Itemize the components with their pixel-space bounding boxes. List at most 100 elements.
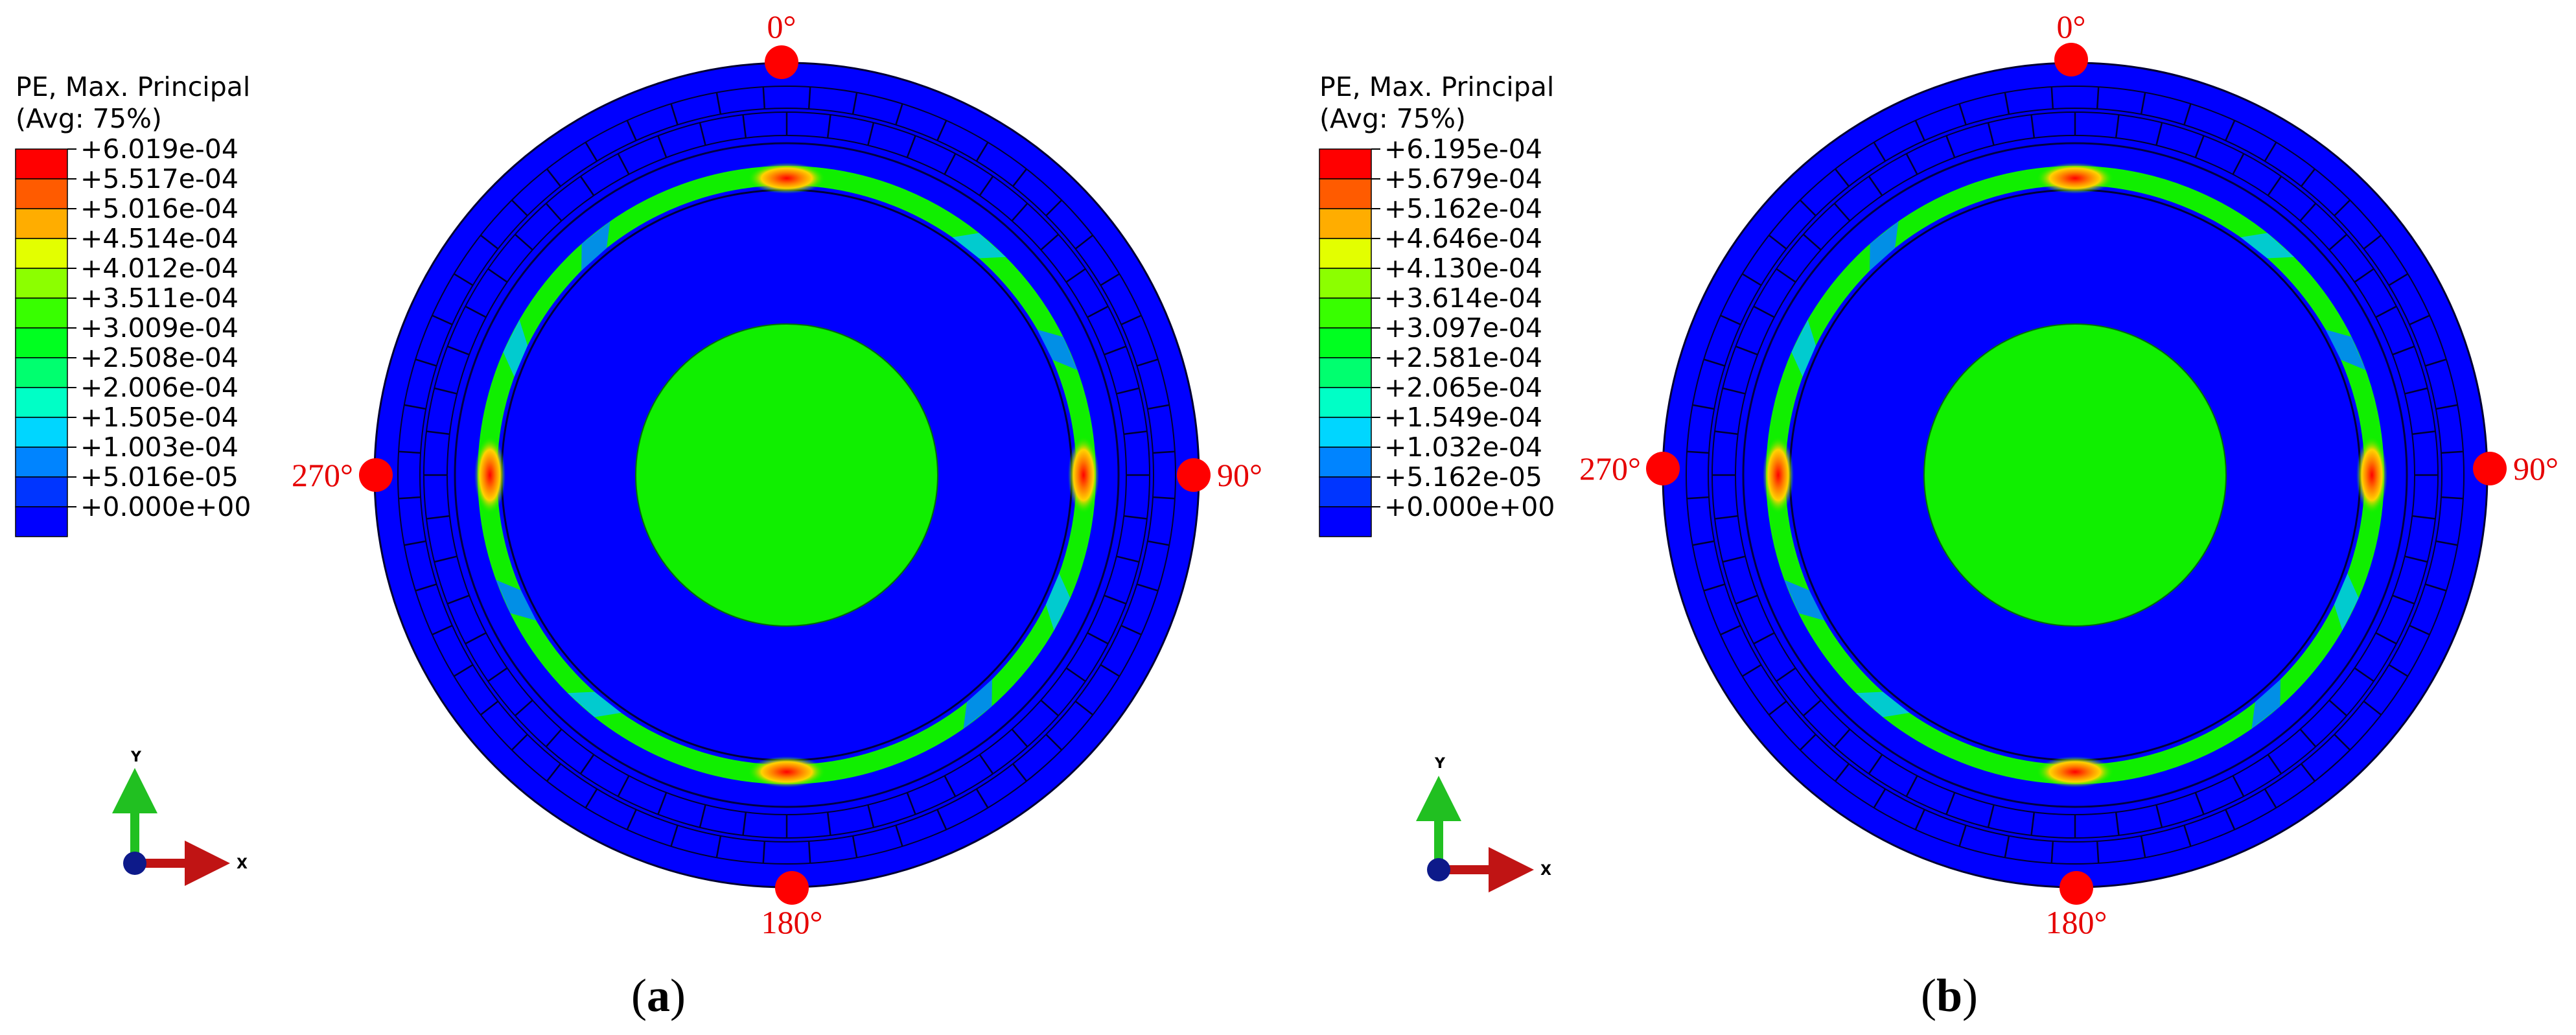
lining-joint bbox=[1692, 404, 1715, 410]
lining-joint bbox=[2425, 583, 2447, 592]
lining-joint bbox=[1834, 168, 1850, 187]
lining-joint bbox=[1987, 804, 1995, 828]
legend-value: +0.000e+00 bbox=[1384, 491, 1555, 522]
lining-joint bbox=[2232, 153, 2245, 175]
lining-joint bbox=[2388, 664, 2409, 677]
legend-swatch bbox=[1319, 417, 1372, 448]
lining-joint bbox=[1714, 515, 1738, 520]
legend-value: +3.614e-04 bbox=[1384, 283, 1542, 314]
legend-value: +4.012e-04 bbox=[80, 253, 238, 284]
legend-swatch bbox=[15, 506, 68, 537]
lining-joint bbox=[546, 763, 561, 782]
legend-value: +5.016e-04 bbox=[80, 193, 238, 224]
lining-joint bbox=[1147, 404, 1170, 410]
lining-joint bbox=[2435, 404, 2458, 410]
band-low-strain-patches bbox=[1784, 221, 2366, 729]
angle-label-270: 270° bbox=[292, 457, 353, 493]
lining-joint bbox=[585, 788, 598, 809]
lining-joint bbox=[1735, 594, 1758, 605]
lining-joint bbox=[1945, 135, 1956, 158]
lining-joint bbox=[2140, 92, 2146, 115]
legend-swatch bbox=[1319, 506, 1372, 537]
lining-joint bbox=[975, 788, 989, 809]
lining-joint bbox=[1833, 728, 1851, 747]
lining-joint bbox=[906, 135, 916, 158]
lining-joint bbox=[807, 87, 811, 110]
lining-joint bbox=[480, 234, 499, 250]
angle-label-90: 90° bbox=[2513, 450, 2559, 487]
band-patch bbox=[2334, 573, 2359, 631]
lining-joint bbox=[1753, 632, 1775, 645]
y-axis-label: Y bbox=[130, 749, 142, 765]
lining-joint bbox=[1753, 305, 1775, 318]
lining-joint bbox=[626, 120, 637, 141]
lining-joint bbox=[742, 114, 747, 138]
lining-joint bbox=[1776, 667, 1796, 682]
legend-swatch bbox=[1319, 238, 1372, 269]
lining-joint bbox=[1104, 345, 1127, 356]
lining-joint bbox=[1074, 701, 1094, 716]
hotspot-right bbox=[1068, 436, 1099, 514]
lining-joint bbox=[2301, 168, 2316, 187]
legend-value: +1.003e-04 bbox=[80, 432, 238, 463]
lining-joint bbox=[2050, 841, 2054, 863]
inner-boundary bbox=[454, 142, 1120, 808]
legend-swatch bbox=[15, 447, 68, 478]
lining-joint bbox=[2299, 203, 2317, 222]
legend-swatch bbox=[15, 476, 68, 507]
legend-subtitle: (Avg: 75%) bbox=[1319, 103, 1466, 134]
lining-joint bbox=[1803, 699, 1822, 717]
caption-a: (a) bbox=[631, 970, 686, 1021]
lining-joint bbox=[1687, 496, 1710, 500]
lining-ring bbox=[419, 108, 1154, 843]
lining-joint bbox=[1087, 305, 1109, 318]
lining-joint bbox=[2409, 314, 2430, 325]
legend-value: +4.130e-04 bbox=[1384, 253, 1542, 284]
lining-joint bbox=[2225, 809, 2236, 830]
lining-joint bbox=[1120, 625, 1142, 636]
lining-joint bbox=[1116, 387, 1140, 395]
legend-value: +0.000e+00 bbox=[80, 491, 251, 522]
lining-joint bbox=[2328, 233, 2347, 251]
lining-joint bbox=[579, 754, 595, 774]
hotspot-top bbox=[748, 163, 826, 194]
lining-joint bbox=[2354, 268, 2374, 283]
lining-joint bbox=[2115, 114, 2120, 138]
angle-label-180: 180° bbox=[2046, 904, 2107, 940]
legend-value: +4.646e-04 bbox=[1384, 223, 1542, 254]
lining-joint bbox=[1720, 314, 1741, 325]
lining-joint bbox=[1104, 594, 1127, 605]
band-patch bbox=[581, 221, 610, 271]
x-axis-label: X bbox=[237, 856, 248, 872]
lining-joint bbox=[2225, 120, 2236, 141]
lining-joint bbox=[2030, 114, 2036, 138]
lining-joint bbox=[617, 775, 630, 797]
lining-joint bbox=[1012, 168, 1028, 187]
core-circle bbox=[635, 323, 938, 627]
y-axis-label: Y bbox=[1434, 756, 1446, 772]
lining-joint bbox=[2004, 92, 2010, 115]
lining-joint bbox=[979, 754, 994, 774]
lining-joint bbox=[944, 153, 957, 175]
lining-joint bbox=[1722, 555, 1746, 563]
lining-ring bbox=[1686, 86, 2465, 865]
lining-joint bbox=[515, 233, 533, 251]
lining-joint bbox=[1120, 314, 1142, 325]
lining-ring bbox=[447, 135, 1127, 815]
marker-90 bbox=[1177, 458, 1211, 492]
lining-ring bbox=[1708, 108, 2443, 843]
lining-joint bbox=[2435, 540, 2458, 546]
angle-label-90: 90° bbox=[1217, 457, 1262, 493]
legend-value: +3.009e-04 bbox=[80, 312, 238, 343]
lining-joint bbox=[867, 804, 875, 828]
lining-joint bbox=[1873, 788, 1886, 809]
hotspot-left bbox=[1763, 436, 1794, 514]
lining-joint bbox=[895, 825, 903, 847]
band-patch bbox=[567, 692, 621, 717]
lining-joint bbox=[1768, 234, 1787, 250]
origin-dot bbox=[123, 852, 146, 875]
lining-joint bbox=[1768, 701, 1787, 716]
legend-value: +1.505e-04 bbox=[80, 402, 238, 433]
lining-joint bbox=[670, 825, 679, 847]
